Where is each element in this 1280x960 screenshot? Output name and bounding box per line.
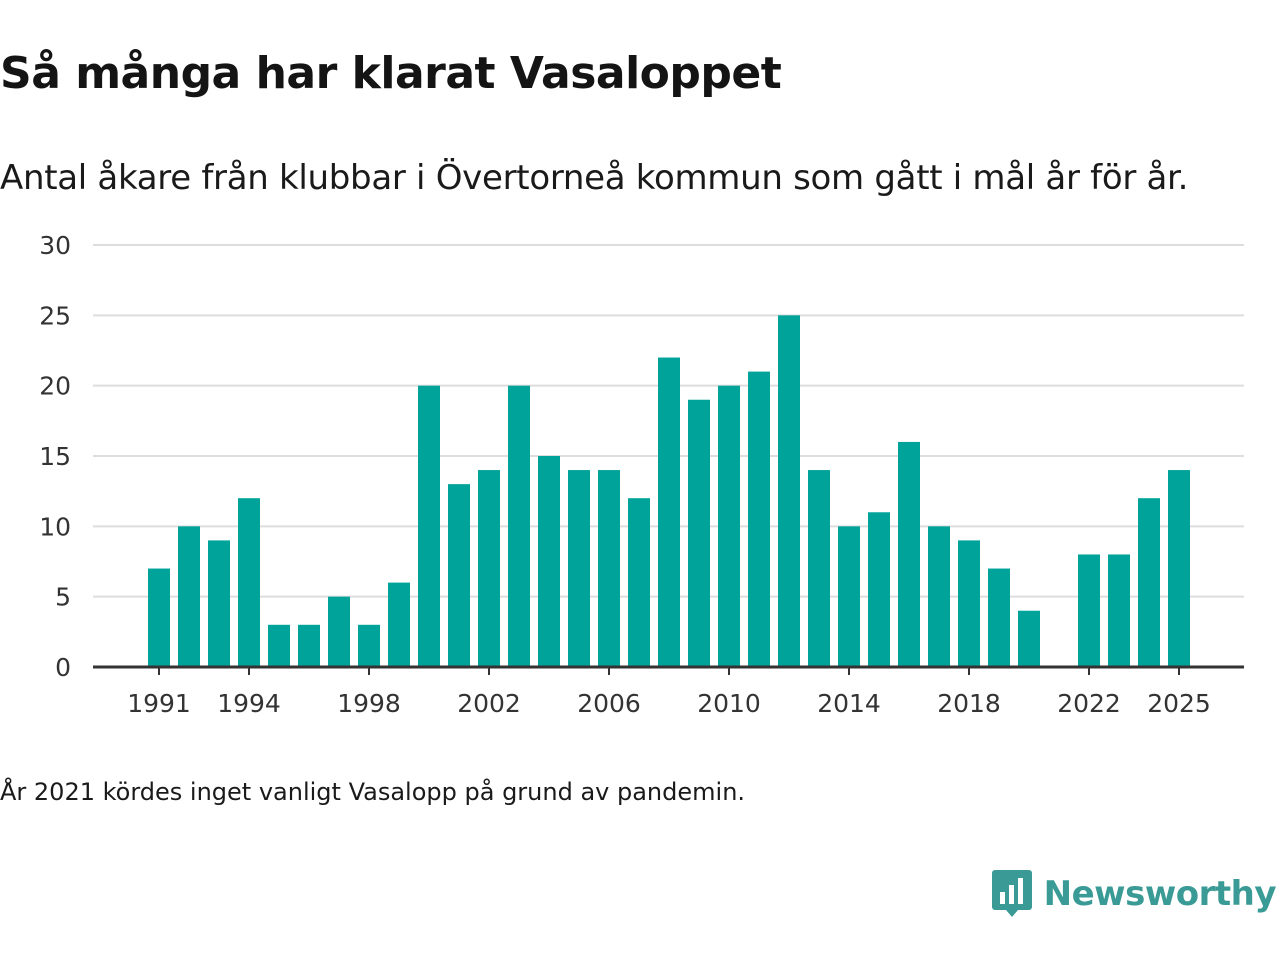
bar-2018 [958,540,980,667]
x-tick-label: 2006 [577,689,641,718]
bar-2022 [1078,554,1100,667]
bar-2010 [718,385,740,667]
bar-1997 [328,596,350,667]
bar-1994 [238,498,260,667]
brand-logo[interactable]: Newsworthy [991,870,1277,918]
bar-2002 [478,470,500,667]
bar-2024 [1138,498,1160,667]
y-tick-label: 0 [55,653,71,682]
bar-2009 [688,399,710,667]
bar-2012 [778,315,800,667]
bar-2014 [838,526,860,667]
bar-2000 [418,385,440,667]
x-tick-label: 1998 [337,689,401,718]
newsworthy-logo-icon [991,870,1032,917]
x-tick-label: 2010 [697,689,761,718]
bar-2016 [898,441,920,667]
bar-2001 [448,484,470,667]
bar-2011 [748,371,770,667]
bar-2006 [598,470,620,667]
y-tick-label: 30 [39,231,71,260]
x-tick-label: 1994 [217,689,281,718]
bar-2020 [1018,610,1040,667]
bar-1996 [298,624,320,667]
bar-2017 [928,526,950,667]
bar-1991 [148,568,170,667]
y-tick-label: 15 [39,442,71,471]
x-tick-label: 1991 [127,689,191,718]
bar-2007 [628,498,650,667]
x-axis-ticks: 1991 1994 1998 2002 2006 2010 2014 2018 2022 2025 [127,667,1211,718]
bar-2013 [808,470,830,667]
bar-1995 [268,624,290,667]
bar-1999 [388,582,410,667]
y-tick-label: 25 [39,301,71,330]
y-tick-label: 5 [55,583,71,612]
bar-1993 [208,540,230,667]
x-tick-label: 2014 [817,689,881,718]
bar-1992 [178,526,200,667]
footnote: År 2021 kördes inget vanligt Vasalopp på… [0,778,746,806]
bar-2003 [508,385,530,667]
x-tick-label: 2002 [457,689,521,718]
chart-subtitle: Antal åkare från klubbar i Övertorneå ko… [0,158,1189,198]
bar-1998 [358,624,380,667]
x-tick-label: 2025 [1147,689,1211,718]
y-axis-ticks: 0 5 10 15 20 25 30 [39,231,71,682]
bar-2015 [868,512,890,667]
bar-2004 [538,456,560,667]
bar-2019 [988,568,1010,667]
brand-name: Newsworthy [1043,874,1277,914]
bar-2025 [1168,470,1190,667]
bar-2008 [658,357,680,667]
bar-series [148,315,1190,667]
x-tick-label: 2018 [937,689,1001,718]
bar-2023 [1108,554,1130,667]
y-tick-label: 10 [39,512,71,541]
y-tick-label: 20 [39,372,71,401]
chart-title: Så många har klarat Vasaloppet [0,48,782,99]
x-tick-label: 2022 [1057,689,1121,718]
bar-2005 [568,470,590,667]
